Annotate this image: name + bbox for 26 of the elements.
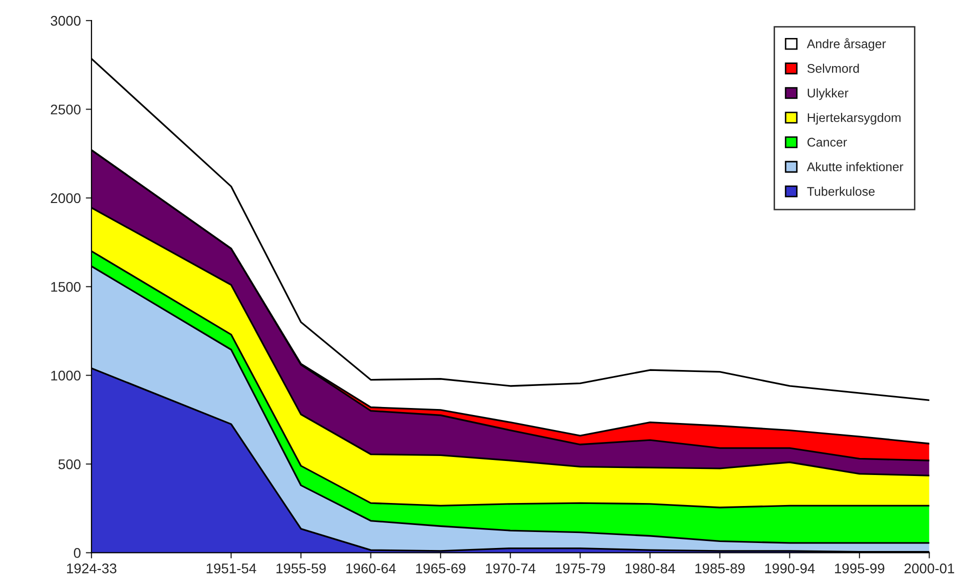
legend-label: Andre årsager [806,38,886,51]
x-tick-label: 1985-89 [695,564,745,574]
x-tick-label: 1965-69 [416,564,466,574]
x-tick-label: 1980-84 [626,564,676,574]
y-tick-label: 2500 [50,104,81,114]
y-tick-label: 0 [74,548,81,558]
x-tick-label: 1960-64 [346,564,396,574]
x-tick-label: 1955-59 [276,564,326,574]
y-tick-label: 500 [58,459,81,470]
x-tick-label: 1970-74 [486,564,536,574]
x-tick-label: 1995-99 [835,564,884,574]
legend-label: Tuberkulose [807,186,875,196]
y-tick-label: 3000 [50,16,81,26]
legend-label: Hjertekarsygdom [808,112,900,125]
x-tick-label: 2000-01 [904,564,954,574]
x-tick-label: 1990-94 [765,564,815,574]
y-tick-label: 1500 [51,282,81,292]
x-tick-label: 1951-54 [206,564,256,574]
y-tick-label: 2000 [50,193,81,204]
y-tick-label: 1000 [51,370,81,381]
legend-label: Cancer [807,138,847,147]
legend-label: Selvmord [807,64,859,73]
legend-label: Ulykker [808,88,848,100]
legend-label: Akutte infektioner [806,162,904,172]
x-tick-label: 1975-79 [556,564,606,574]
x-tick-label: 1924-33 [67,564,116,574]
